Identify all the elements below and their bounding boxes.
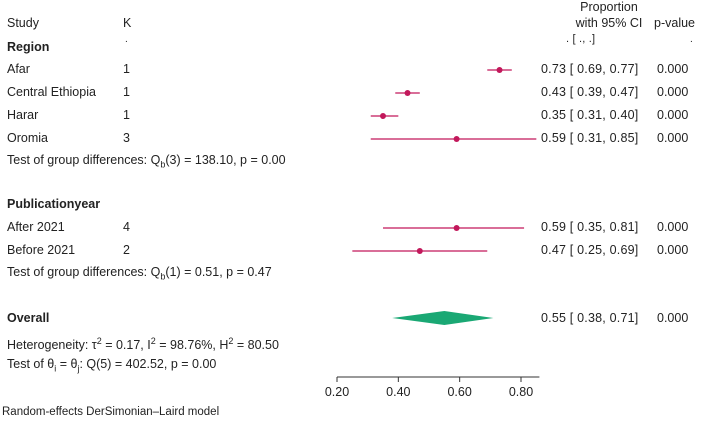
ci-text: 0.59 [ 0.35, 0.81] — [541, 220, 639, 234]
p-value: 0.000 — [657, 131, 689, 145]
header-ci: with 95% CI — [575, 16, 643, 30]
study-label: After 2021 — [7, 220, 65, 234]
p-value: 0.000 — [657, 108, 689, 122]
p-value: 0.000 — [657, 85, 689, 99]
header-p-dot: . — [690, 34, 693, 45]
study-label: Before 2021 — [7, 243, 76, 257]
header-proportion: Proportion — [580, 0, 638, 14]
ci-text: 0.47 [ 0.25, 0.69] — [541, 243, 639, 257]
ci-text: 0.43 [ 0.39, 0.47] — [541, 85, 639, 99]
overall-diamond — [392, 311, 494, 325]
header-k: K — [123, 16, 132, 30]
k-value: 1 — [123, 85, 130, 99]
x-tick-label: 0.20 — [325, 385, 349, 399]
group-test-region: Test of group differences: Qb(3) = 138.1… — [7, 153, 286, 170]
overall-label: Overall — [7, 311, 50, 325]
point-estimate — [416, 248, 423, 254]
p-value: 0.000 — [657, 243, 689, 257]
ci-text: 0.35 [ 0.31, 0.40] — [541, 108, 639, 122]
point-estimate — [380, 113, 386, 119]
overall-ci-text: 0.55 [ 0.38, 0.71] — [541, 311, 639, 325]
point-estimate — [453, 136, 460, 142]
ci-text: 0.73 [ 0.69, 0.77] — [541, 62, 639, 76]
group-heading-publicationyear: Publicationyear — [7, 197, 101, 211]
overall-p-value: 0.000 — [657, 311, 689, 325]
group-test-publicationyear: Test of group differences: Qb(1) = 0.51,… — [7, 265, 272, 282]
heterogeneity-stats: Heterogeneity: τ2 = 0.17, I2 = 98.76%, H… — [7, 336, 279, 353]
study-label: Central Ethiopia — [7, 85, 96, 99]
ci-text: 0.59 [ 0.31, 0.85] — [541, 131, 639, 145]
p-value: 0.000 — [657, 62, 689, 76]
group-heading-region: Region — [7, 40, 50, 54]
header-pvalue: p-value — [654, 16, 695, 30]
study-label: Afar — [7, 62, 30, 76]
x-tick-label: 0.80 — [509, 385, 533, 399]
k-value: 1 — [123, 108, 130, 122]
k-value: 4 — [123, 220, 130, 234]
k-value: 1 — [123, 62, 130, 76]
theta-test: Test of θi = θj: Q(5) = 402.52, p = 0.00 — [7, 357, 217, 374]
point-estimate — [496, 67, 503, 73]
point-estimate — [453, 225, 460, 231]
header-study: Study — [7, 16, 39, 30]
k-value: 3 — [123, 131, 130, 145]
header-ci-placeholder: . [ ., .] — [566, 33, 596, 45]
p-value: 0.000 — [657, 220, 689, 234]
point-estimate — [404, 90, 411, 96]
header-k-dot: . — [125, 34, 128, 45]
k-value: 2 — [123, 243, 130, 257]
study-label: Harar — [7, 108, 39, 122]
study-label: Oromia — [7, 131, 48, 145]
model-footnote: Random-effects DerSimonian–Laird model — [2, 406, 220, 418]
x-tick-label: 0.40 — [386, 385, 410, 399]
x-tick-label: 0.60 — [447, 385, 471, 399]
